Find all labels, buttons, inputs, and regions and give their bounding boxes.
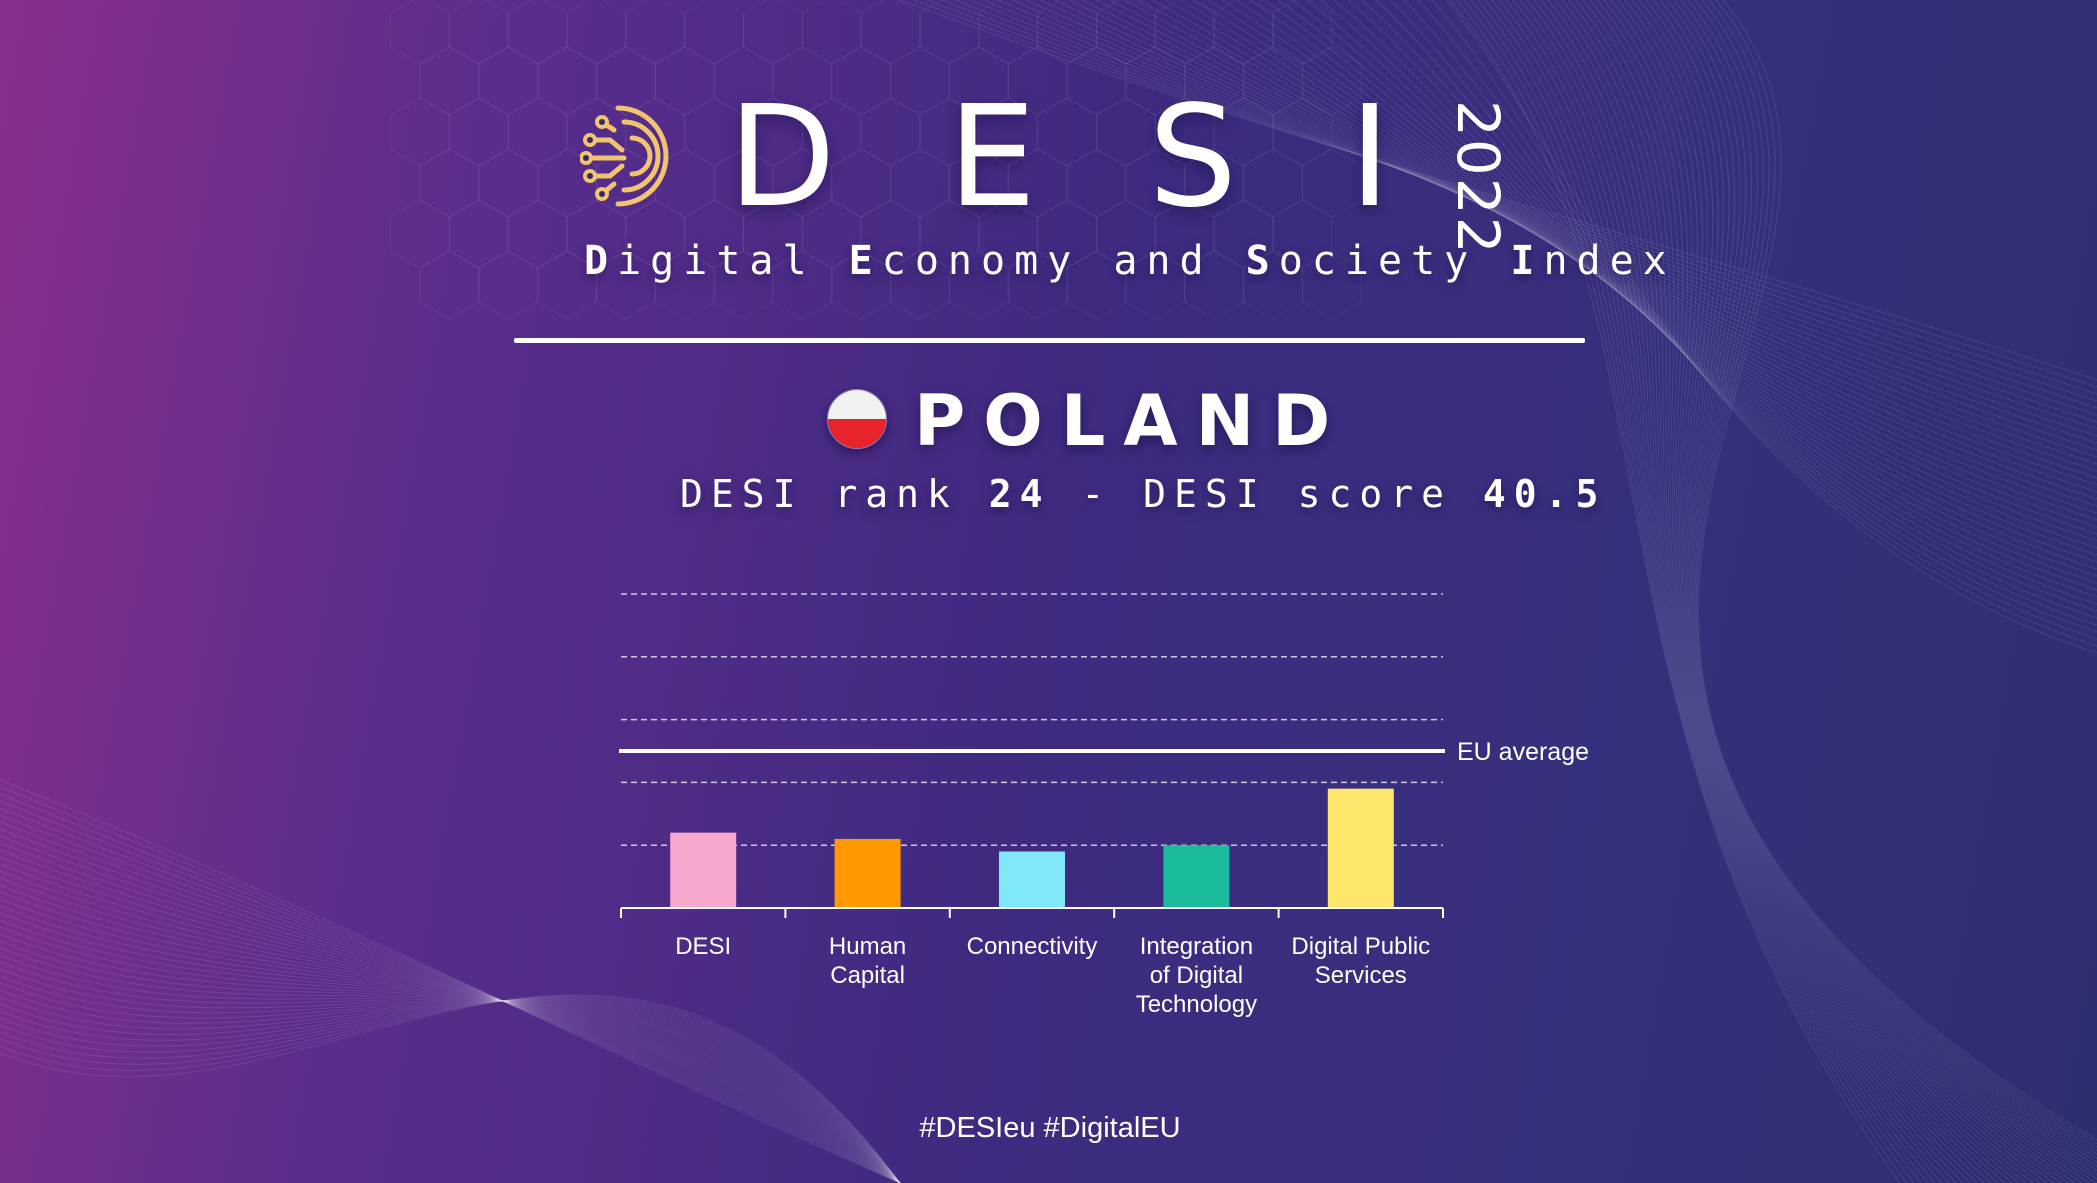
rank-prefix: DESI rank [680, 472, 989, 516]
subtitle-initial-s: S [1245, 238, 1279, 284]
country-name: POLAND [914, 380, 1349, 462]
bar-desi [670, 832, 737, 908]
bar-integration-of-digital-technology [1163, 845, 1230, 908]
subtitle-initial-d: D [584, 238, 618, 284]
category-label-2: Connectivity [967, 933, 1098, 960]
category-label-4: Digital Public Services [1291, 933, 1430, 989]
subtitle-initial-i: I [1510, 238, 1544, 284]
rank-score-line: DESI rank 24 - DESI score 40.5 [680, 468, 1598, 520]
score-prefix: - DESI score [1050, 472, 1483, 516]
desi-score-value: 40.5 [1482, 472, 1607, 516]
desi-logo-icon [580, 105, 669, 207]
edition-year: 2022 [1444, 100, 1512, 256]
header-divider [514, 338, 1585, 343]
eu-average-label: EU average [1457, 738, 1589, 766]
subtitle-initial-e: E [848, 238, 882, 284]
title-letter-s: S [1148, 76, 1238, 239]
category-label-0: DESI [675, 933, 731, 960]
bar-human-capital [834, 838, 901, 908]
bar-digital-public-services [1327, 788, 1394, 908]
title-letter-e: E [947, 76, 1037, 239]
poland-flag-icon [827, 389, 887, 449]
subtitle-word-index: ndex [1543, 238, 1676, 284]
subtitle-word-society: ociety [1278, 238, 1511, 284]
title-letter-i: I [1349, 76, 1391, 239]
subtitle-word-economy: conomy and [881, 238, 1246, 284]
hashtags: #DESIeu #DigitalEU [919, 1112, 1181, 1144]
bar-connectivity [999, 851, 1065, 908]
category-label-1: Human Capital [829, 933, 906, 989]
category-label-3: Integration of Digital Technology [1136, 933, 1257, 1018]
title-letter-d: D [728, 76, 836, 239]
index-full-name: Digital Economy and Society Index [584, 236, 1667, 286]
desi-rank-value: 24 [988, 472, 1051, 516]
subtitle-word-digital: igital [617, 238, 849, 284]
